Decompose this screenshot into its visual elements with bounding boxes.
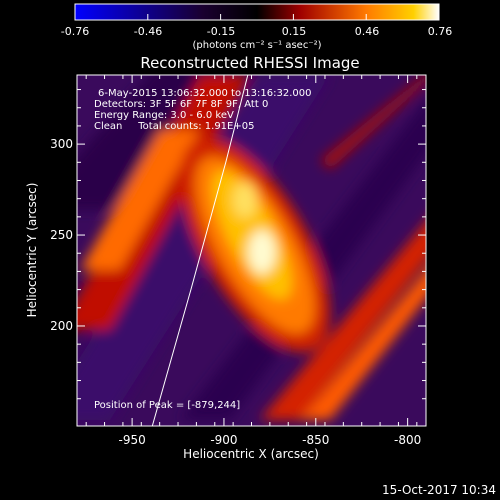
y-tick-label: 300: [50, 137, 73, 151]
peak-position-label: Position of Peak = [-879,244]: [94, 400, 240, 411]
colorbar-gradient: [74, 3, 440, 21]
heatmap-image: [77, 75, 426, 426]
footer-timestamp: 15-Oct-2017 10:34: [382, 483, 496, 497]
x-tick-label: -850: [302, 433, 329, 447]
info-block: 6-May-2015 13:06:32.000 to 13:16:32.000 …: [94, 88, 311, 132]
y-axis-label: Heliocentric Y (arcsec): [25, 183, 39, 318]
colorbar-tick-label: -0.76: [61, 25, 89, 38]
y-tick-label: 200: [50, 319, 73, 333]
x-axis-label: Heliocentric X (arcsec): [183, 447, 319, 461]
info-detectors: Detectors: 3F 5F 6F 7F 8F 9F, Att 0: [94, 99, 268, 110]
colorbar-tick-label: 0.76: [428, 25, 453, 38]
colorbar-units: (photons cm⁻² s⁻¹ asec⁻²): [192, 40, 321, 51]
colorbar-tick-label: -0.46: [134, 25, 162, 38]
info-energy-range: Energy Range: 3.0 - 6.0 keV: [94, 110, 234, 121]
colorbar-tick-label: 0.15: [282, 25, 307, 38]
plot-axes: -950 -900 -850 -800 200 250 300: [50, 74, 427, 447]
info-clean-counts: Clean Total counts: 1.91E+05: [94, 121, 254, 132]
colorbar-tick-label: -0.15: [207, 25, 235, 38]
y-tick-label: 250: [50, 228, 73, 242]
info-time-range: 6-May-2015 13:06:32.000 to 13:16:32.000: [98, 88, 311, 99]
colorbar: -0.76 -0.46 -0.15 0.15 0.46 0.76 (photon…: [61, 3, 453, 51]
solar-limb-line: [151, 75, 249, 426]
plot-title: Reconstructed RHESSI Image: [140, 54, 359, 72]
x-tick-label: -900: [210, 433, 237, 447]
colorbar-tick-label: 0.46: [355, 25, 380, 38]
x-tick-label: -950: [118, 433, 145, 447]
y-axis-ticks: 200 250 300: [50, 89, 426, 400]
x-axis-ticks: -950 -900 -850 -800: [85, 75, 421, 447]
x-tick-label: -800: [394, 433, 421, 447]
colorbar-ticks: [74, 14, 440, 20]
